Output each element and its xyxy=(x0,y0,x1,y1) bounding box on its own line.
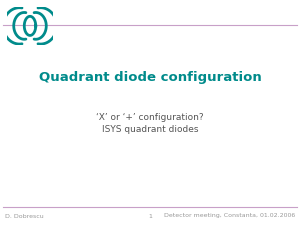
Text: 1: 1 xyxy=(148,214,152,218)
Text: ‘X’ or ‘+’ configuration?: ‘X’ or ‘+’ configuration? xyxy=(96,112,204,122)
Text: Detector meeting, Constanta, 01.02.2006: Detector meeting, Constanta, 01.02.2006 xyxy=(164,214,295,218)
Text: Quadrant diode configuration: Quadrant diode configuration xyxy=(39,70,261,83)
Text: ISYS quadrant diodes: ISYS quadrant diodes xyxy=(102,126,198,135)
Text: D. Dobrescu: D. Dobrescu xyxy=(5,214,44,218)
